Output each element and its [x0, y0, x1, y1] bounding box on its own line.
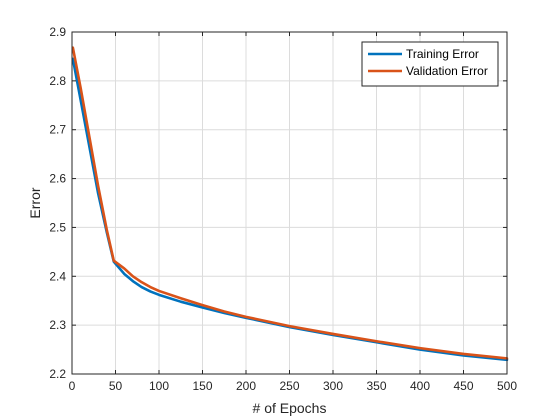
x-tick-label: 500: [497, 379, 517, 393]
legend: Training Error Validation Error: [361, 41, 499, 87]
x-tick-label: 350: [366, 379, 386, 393]
x-tick-label: 100: [149, 379, 169, 393]
y-axis-label: Error: [27, 187, 43, 218]
y-tick-label: 2.3: [49, 318, 66, 332]
x-tick-label: 450: [453, 379, 473, 393]
y-tick-label: 2.8: [49, 74, 66, 88]
y-tick-label: 2.4: [49, 269, 66, 283]
x-tick-label: 300: [323, 379, 343, 393]
x-tick-label: 250: [279, 379, 299, 393]
y-tick-label: 2.9: [49, 25, 66, 39]
x-axis-label: # of Epochs: [253, 400, 327, 416]
y-tick-label: 2.5: [49, 220, 66, 234]
legend-box: [361, 41, 499, 87]
y-tick-label: 2.2: [49, 367, 66, 381]
y-tick-label: 2.7: [49, 123, 66, 137]
y-tick-label: 2.6: [49, 172, 66, 186]
series-line-validation-error: [71, 46, 509, 360]
axis-ticks: 0 50 100 150 200 250 300 350 400 450 500 2.2 2.3 2.4 2…: [49, 25, 517, 393]
x-tick-label: 50: [109, 379, 123, 393]
legend-entry: Training Error: [406, 47, 479, 61]
x-tick-label: 400: [410, 379, 430, 393]
x-tick-label: 150: [192, 379, 212, 393]
x-tick-label: 0: [69, 379, 76, 393]
series-lines: [71, 46, 509, 362]
legend-entry: Validation Error: [406, 64, 488, 78]
x-tick-label: 200: [236, 379, 256, 393]
